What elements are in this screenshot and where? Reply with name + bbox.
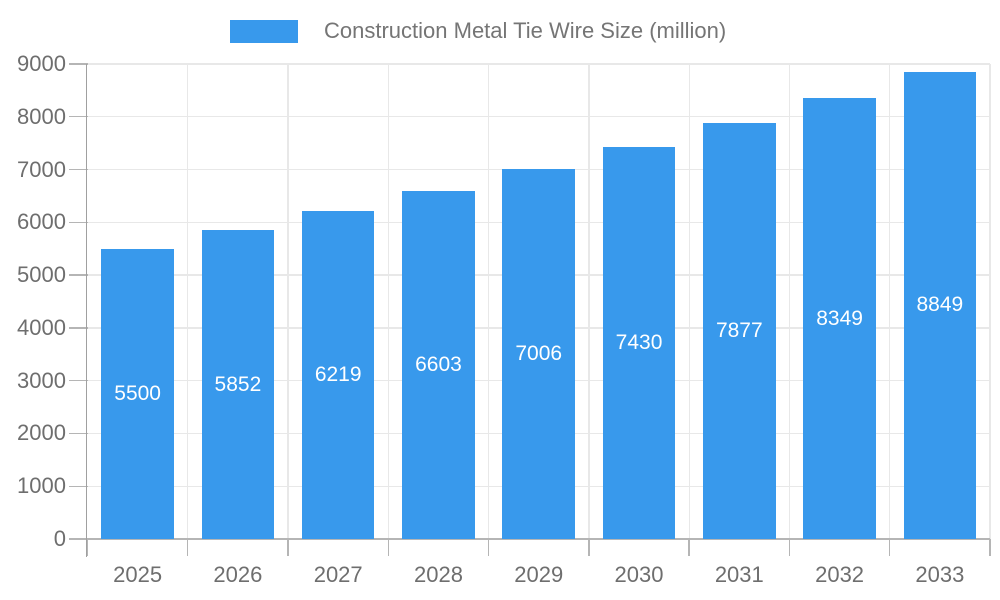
x-gridline xyxy=(287,64,289,539)
y-axis-label: 9000 xyxy=(17,51,66,76)
x-axis-label-2030: 2030 xyxy=(614,562,664,587)
x-gridline xyxy=(487,64,490,539)
bar-2025[interactable]: 5500 xyxy=(101,248,174,539)
bar-value-label: 7430 xyxy=(615,330,663,354)
x-axis-label-2028: 2028 xyxy=(413,562,463,587)
legend-swatch xyxy=(230,19,298,43)
x-axis-label-2025: 2025 xyxy=(113,562,163,587)
x-axis-line xyxy=(87,538,990,540)
x-axis-tick xyxy=(788,539,791,556)
x-gridline xyxy=(788,64,791,539)
bar-value-label: 5500 xyxy=(114,381,161,405)
x-axis-label-2033: 2033 xyxy=(915,562,965,587)
x-axis-tick xyxy=(989,539,991,556)
x-axis-label-2026: 2026 xyxy=(213,562,263,587)
x-axis-tick xyxy=(889,539,891,556)
y-axis-label: 8000 xyxy=(17,103,66,129)
y-axis-tick xyxy=(68,538,88,540)
bar-value-label: 6603 xyxy=(415,352,462,376)
bar-value-label: 8849 xyxy=(916,293,964,317)
y-axis-label: 6000 xyxy=(17,209,66,235)
y-axis-tick xyxy=(68,274,88,276)
y-axis-label: 3000 xyxy=(17,367,66,393)
bar-2031[interactable]: 7877 xyxy=(703,123,776,539)
x-gridline xyxy=(688,64,690,539)
x-axis-tick xyxy=(688,539,690,556)
y-gridline xyxy=(87,63,990,65)
y-axis-tick xyxy=(68,221,88,224)
bar-2033[interactable]: 8849 xyxy=(903,71,977,539)
y-axis-tick xyxy=(68,116,88,118)
x-axis-tick xyxy=(86,539,89,556)
x-axis-label-2032: 2032 xyxy=(815,562,865,587)
y-axis-label: 5000 xyxy=(17,262,66,288)
x-axis-label-2029: 2029 xyxy=(514,562,564,587)
x-axis-label-2031: 2031 xyxy=(714,562,764,587)
x-axis-tick xyxy=(487,539,490,556)
y-axis-label: 1000 xyxy=(17,473,66,499)
x-axis-tick xyxy=(187,539,189,556)
y-axis-label: 7000 xyxy=(17,156,66,182)
bar-2032[interactable]: 8349 xyxy=(803,98,876,539)
bar-2028[interactable]: 6603 xyxy=(402,190,475,539)
bar-2027[interactable]: 6219 xyxy=(301,210,375,539)
legend-item[interactable]: Construction Metal Tie Wire Size (millio… xyxy=(230,18,726,44)
y-axis-label: 0 xyxy=(53,526,66,551)
y-axis-tick xyxy=(68,63,88,65)
x-axis-label-2027: 2027 xyxy=(313,562,363,587)
y-axis-tick xyxy=(68,485,88,487)
y-axis-tick xyxy=(68,432,88,435)
y-axis-tick xyxy=(68,168,88,171)
x-gridline xyxy=(187,64,189,539)
x-gridline xyxy=(989,64,991,539)
y-gridline xyxy=(87,116,990,118)
y-axis-line xyxy=(85,64,88,557)
bar-value-label: 7877 xyxy=(715,319,763,343)
y-axis-label: 2000 xyxy=(17,420,66,446)
legend-label: Construction Metal Tie Wire Size (millio… xyxy=(324,18,727,43)
x-gridline xyxy=(387,64,389,539)
bar-value-label: 7006 xyxy=(515,342,563,366)
bar-2026[interactable]: 5852 xyxy=(201,230,275,539)
x-axis-tick xyxy=(588,539,590,556)
x-axis-tick xyxy=(287,539,289,556)
bar-value-label: 5852 xyxy=(214,372,262,396)
y-axis-label: 4000 xyxy=(17,314,66,340)
bar-value-label: 6219 xyxy=(314,362,362,386)
x-gridline xyxy=(889,64,891,539)
y-axis-tick xyxy=(68,327,88,329)
bar-value-label: 8349 xyxy=(816,306,863,330)
x-gridline xyxy=(588,64,590,539)
x-axis-tick xyxy=(387,539,390,556)
bar-2030[interactable]: 7430 xyxy=(602,146,676,539)
y-axis-tick xyxy=(68,379,88,382)
bar-2029[interactable]: 7006 xyxy=(502,169,575,539)
